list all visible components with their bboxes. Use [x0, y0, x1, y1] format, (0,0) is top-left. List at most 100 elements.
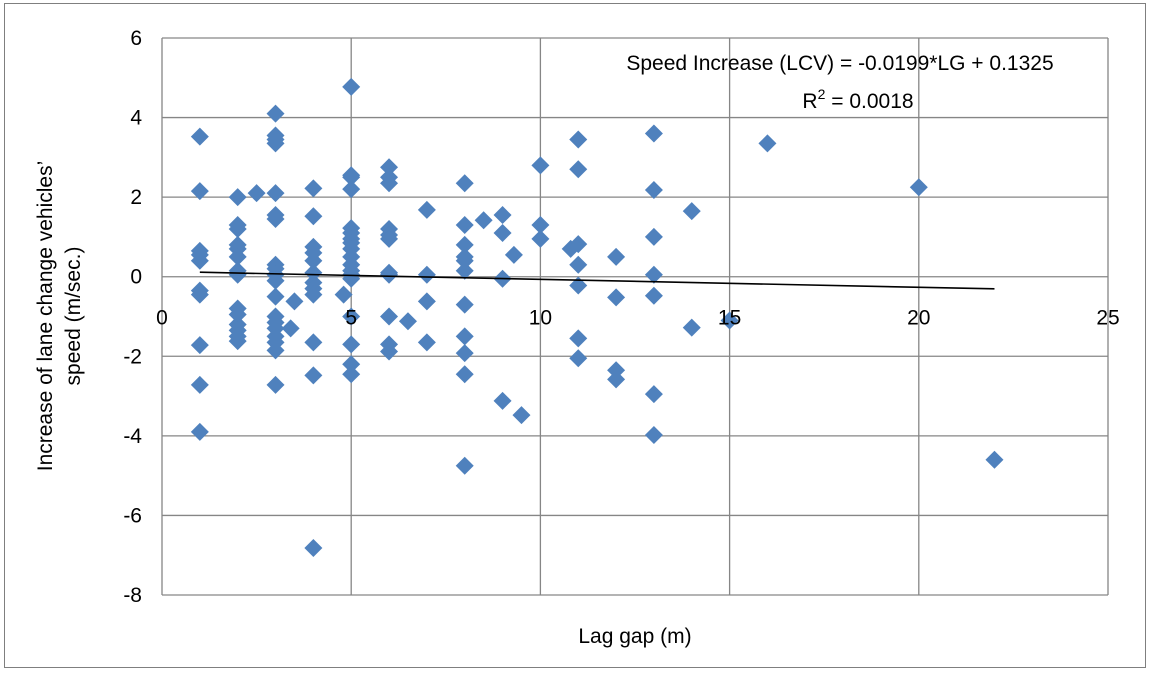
equation-label: Speed Increase (LCV) = -0.0199*LG + 0.13…	[626, 52, 1053, 75]
data-point	[455, 235, 474, 254]
data-point	[644, 180, 663, 199]
data-point	[342, 365, 361, 384]
data-point	[304, 251, 323, 270]
data-point	[342, 335, 361, 354]
data-point	[569, 130, 588, 149]
y-axis-label-line-1: Increase of lane change vehicles’	[34, 161, 57, 472]
data-point	[266, 287, 285, 306]
data-point	[569, 160, 588, 179]
y-tick-label: -4	[123, 425, 142, 448]
data-point	[493, 223, 512, 242]
data-point	[644, 227, 663, 246]
trendline	[199, 271, 995, 290]
data-point	[380, 174, 399, 193]
data-point	[266, 375, 285, 394]
data-point	[228, 305, 247, 324]
data-point	[455, 456, 474, 475]
data-point	[512, 406, 531, 425]
data-point	[190, 127, 209, 146]
data-point	[455, 261, 474, 280]
data-point	[380, 229, 399, 248]
data-point	[228, 219, 247, 238]
data-point	[455, 215, 474, 234]
data-point	[607, 361, 626, 380]
x-axis-ticks: 0 5 10 15 20 25	[156, 307, 1120, 330]
data-point	[569, 276, 588, 295]
data-point	[304, 263, 323, 282]
data-point	[304, 539, 323, 558]
r-squared-prefix: R	[802, 90, 817, 113]
data-point	[304, 179, 323, 198]
x-tick-label: 25	[1096, 307, 1119, 330]
data-point	[909, 178, 928, 197]
data-point	[644, 385, 663, 404]
data-point	[493, 206, 512, 225]
y-tick-label: 6	[130, 27, 142, 50]
data-point	[758, 134, 777, 153]
data-point	[334, 285, 353, 304]
data-points	[190, 77, 1004, 558]
gridlines	[161, 37, 1109, 596]
data-point	[281, 319, 300, 338]
data-point	[266, 184, 285, 203]
data-point	[190, 336, 209, 355]
r-squared-value: = 0.0018	[825, 90, 913, 113]
r-squared-superscript: 2	[818, 86, 826, 102]
data-point	[228, 247, 247, 266]
x-tick-label: 20	[907, 307, 930, 330]
data-point	[228, 188, 247, 207]
x-tick-label: 15	[718, 307, 741, 330]
data-point	[380, 342, 399, 361]
data-point	[455, 295, 474, 314]
data-point	[190, 422, 209, 441]
data-point	[304, 285, 323, 304]
data-point	[569, 349, 588, 368]
data-point	[455, 365, 474, 384]
y-tick-label: -2	[123, 345, 142, 368]
data-point	[607, 370, 626, 389]
data-point	[417, 292, 436, 311]
data-point	[569, 329, 588, 348]
y-axis-label-line-2: speed (m/sec.)	[62, 247, 85, 386]
data-point	[190, 251, 209, 270]
data-point	[644, 124, 663, 143]
data-point	[247, 184, 266, 203]
data-point	[342, 269, 361, 288]
data-point	[190, 285, 209, 304]
data-point	[342, 168, 361, 187]
data-point	[644, 265, 663, 284]
data-point	[531, 156, 550, 175]
data-point	[190, 182, 209, 201]
x-tick-label: 10	[529, 307, 552, 330]
data-point	[417, 200, 436, 219]
data-point	[607, 288, 626, 307]
data-point	[304, 366, 323, 385]
data-point	[493, 391, 512, 410]
data-point	[266, 210, 285, 229]
data-point	[266, 104, 285, 123]
y-tick-label: -6	[123, 504, 142, 527]
data-point	[380, 158, 399, 177]
data-point	[266, 134, 285, 153]
data-point	[720, 311, 739, 330]
data-point	[266, 271, 285, 290]
data-point	[569, 255, 588, 274]
data-point	[985, 450, 1004, 469]
data-point	[342, 77, 361, 96]
data-point	[644, 286, 663, 305]
chart-frame	[4, 3, 1146, 668]
data-point	[455, 327, 474, 346]
data-point	[380, 265, 399, 284]
data-point	[398, 312, 417, 331]
y-tick-label: 0	[130, 266, 142, 289]
data-point	[342, 307, 361, 326]
y-tick-label: 4	[130, 107, 142, 130]
data-point	[342, 355, 361, 374]
x-tick-label: 5	[345, 307, 357, 330]
data-point	[455, 174, 474, 193]
data-point	[342, 180, 361, 199]
data-point	[644, 426, 663, 445]
data-point	[304, 207, 323, 226]
data-point	[569, 235, 588, 254]
